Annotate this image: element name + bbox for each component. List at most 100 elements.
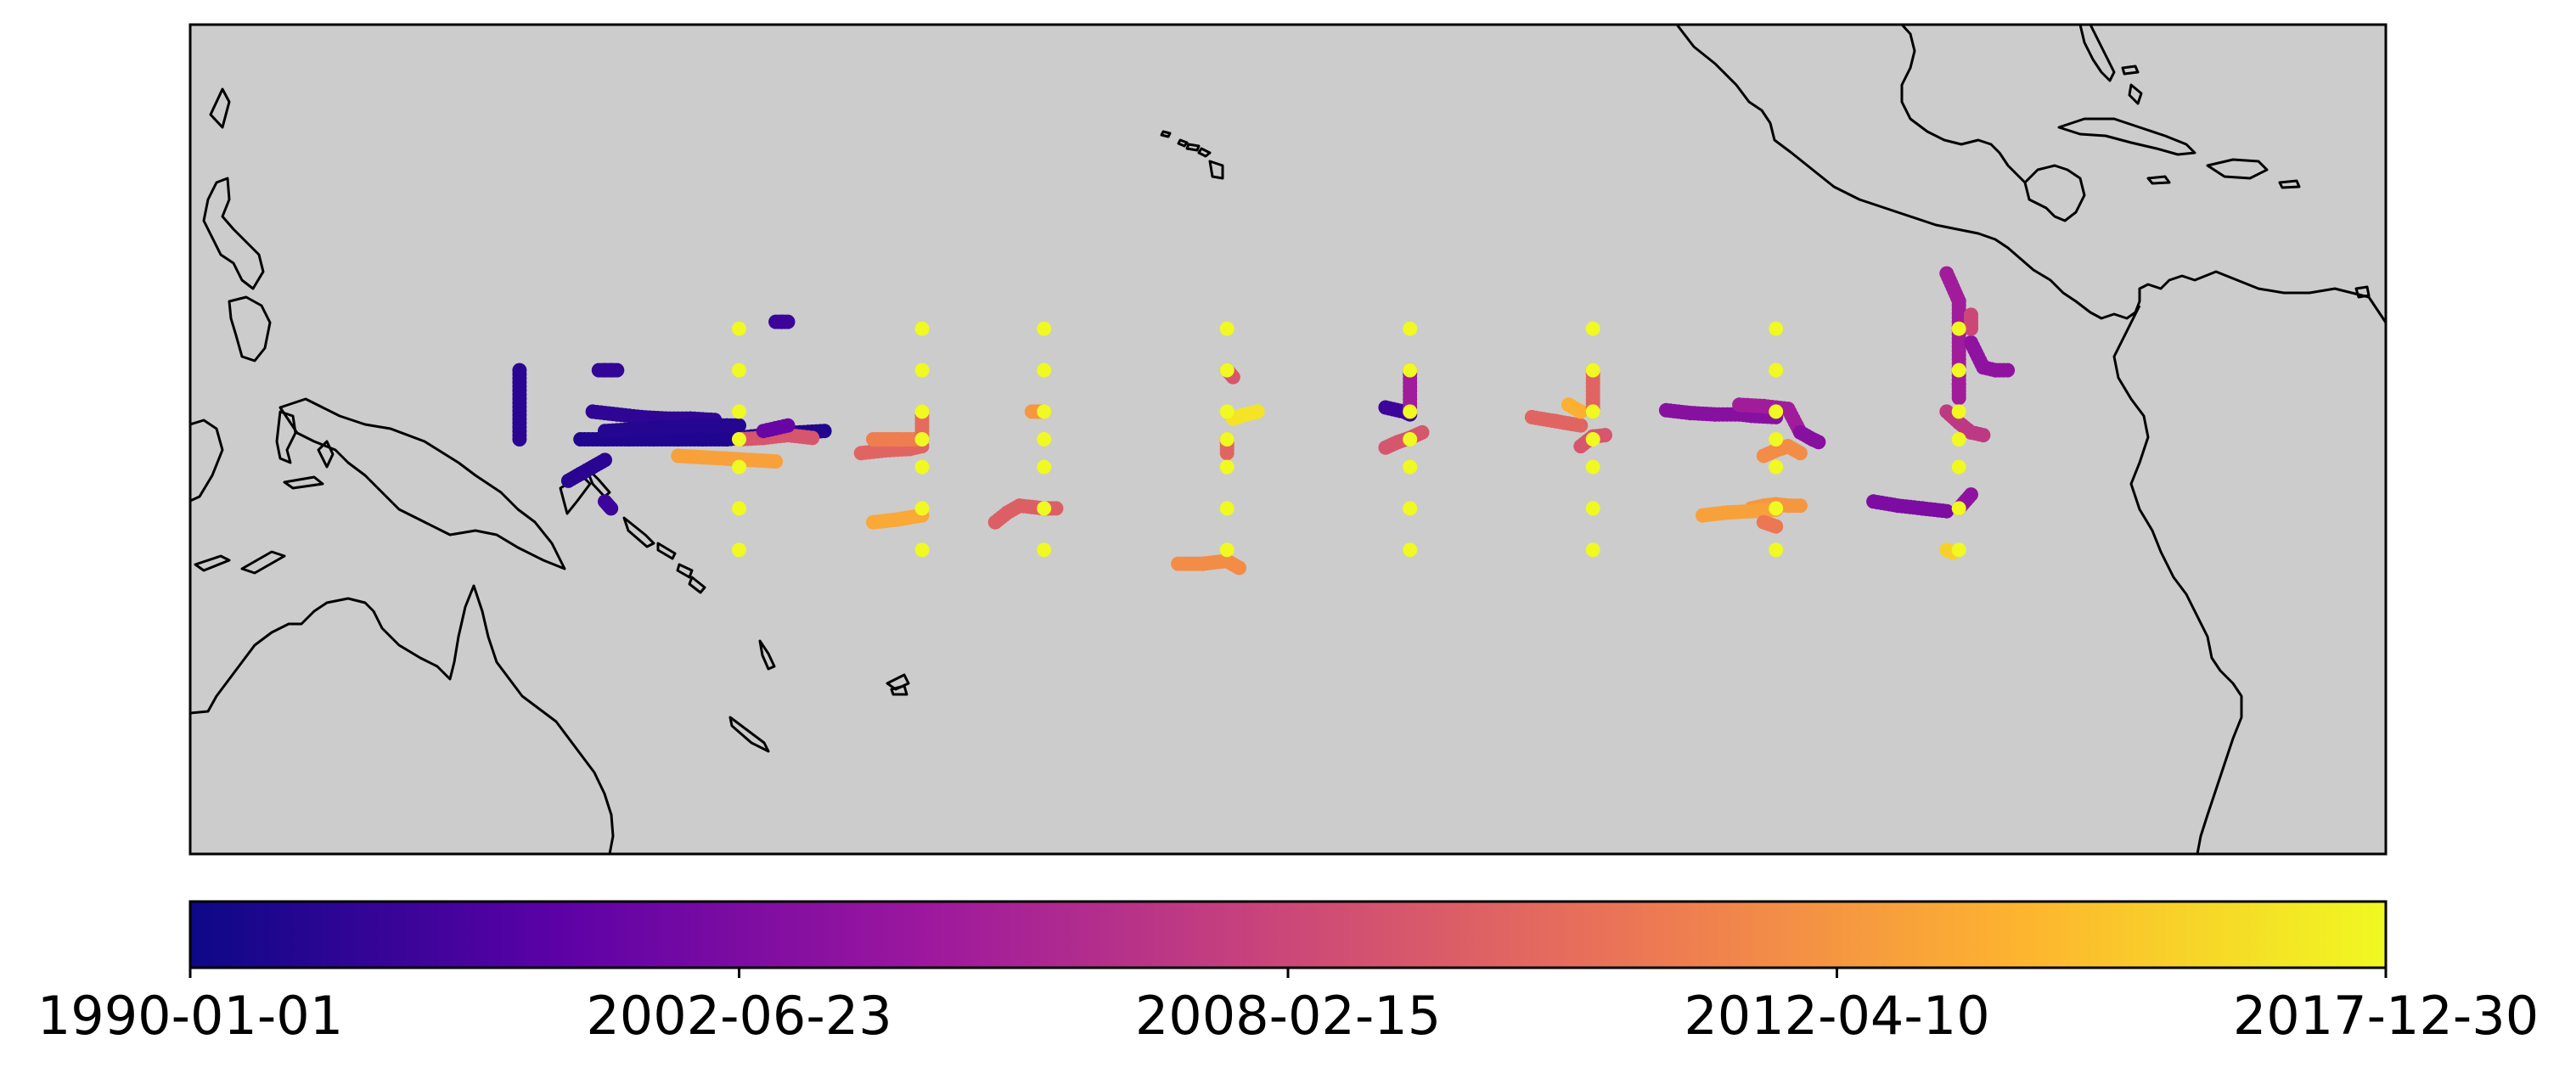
map-panel bbox=[188, 23, 2388, 856]
mooring-point bbox=[1769, 542, 1784, 558]
mooring-point bbox=[1585, 501, 1600, 516]
mooring-point bbox=[914, 362, 930, 378]
colorbar-ticks bbox=[188, 968, 2388, 978]
coast-hawaii-1 bbox=[1160, 130, 1172, 138]
coast-yucatan bbox=[2023, 164, 2086, 222]
track-point bbox=[1415, 424, 1430, 440]
mooring-point bbox=[732, 432, 746, 447]
track-point bbox=[1976, 428, 1991, 443]
coast-seram bbox=[283, 475, 324, 490]
mooring-point bbox=[1403, 501, 1418, 516]
track-point bbox=[732, 418, 746, 433]
coast-puerto-rico bbox=[2278, 179, 2301, 189]
track-24 bbox=[1524, 409, 1589, 433]
track-6 bbox=[598, 494, 619, 516]
mooring-point bbox=[1951, 404, 1966, 419]
track-point bbox=[604, 501, 619, 516]
coast-halmahera bbox=[317, 440, 335, 469]
coast-new-guinea bbox=[278, 397, 566, 570]
mooring-point bbox=[1037, 459, 1052, 475]
track-point bbox=[610, 362, 625, 378]
mooring-point bbox=[1403, 459, 1418, 475]
track-36 bbox=[1964, 335, 2016, 378]
track-point bbox=[780, 314, 796, 329]
track-point bbox=[817, 424, 832, 439]
mooring-point bbox=[1585, 362, 1600, 378]
track-point bbox=[1250, 404, 1265, 419]
mooring-point bbox=[1219, 501, 1235, 516]
colorbar: 1990-01-01 2002-06-23 2008-02-15 2012-04… bbox=[37, 900, 2539, 1047]
coast-solomons-1 bbox=[622, 516, 655, 548]
track-point bbox=[1964, 487, 1978, 503]
track-10 bbox=[756, 418, 796, 439]
track-point bbox=[1232, 560, 1246, 576]
mooring-point bbox=[1585, 432, 1600, 447]
mooring-point bbox=[1219, 432, 1235, 447]
mooring-point bbox=[1219, 321, 1235, 336]
mooring-point bbox=[732, 404, 746, 419]
track-point bbox=[1573, 418, 1589, 433]
mooring-point bbox=[1037, 404, 1052, 419]
coast-hawaii-4 bbox=[1197, 147, 1212, 158]
colorbar-tick-label-4: 2017-12-30 bbox=[2233, 985, 2539, 1047]
coast-australia-north bbox=[190, 584, 615, 854]
map-frame bbox=[188, 23, 2388, 856]
track-point bbox=[1939, 503, 1954, 519]
track-4 bbox=[598, 418, 746, 439]
mooring-point bbox=[1769, 459, 1784, 475]
coast-fiji-2 bbox=[890, 684, 908, 696]
mooring-point bbox=[1403, 404, 1418, 419]
mooring-point bbox=[1769, 321, 1784, 336]
mooring-point bbox=[1769, 362, 1784, 378]
ocean-background bbox=[190, 25, 2386, 854]
mooring-point bbox=[1951, 362, 1966, 378]
mooring-point bbox=[1951, 432, 1966, 447]
coast-hawaii-3 bbox=[1185, 143, 1201, 152]
track-point bbox=[1951, 390, 1966, 406]
mooring-point bbox=[1219, 459, 1235, 475]
colorbar-tick-label-0: 1990-01-01 bbox=[37, 985, 343, 1047]
coast-mindanao bbox=[228, 295, 272, 362]
coast-cuba bbox=[2057, 117, 2196, 156]
coastlines bbox=[190, 25, 2386, 854]
mooring-point bbox=[914, 321, 930, 336]
coast-new-ireland bbox=[584, 465, 611, 498]
track-point bbox=[1769, 519, 1784, 534]
coast-north-america bbox=[1675, 25, 2386, 323]
track-7 bbox=[671, 448, 784, 469]
mooring-point bbox=[914, 404, 930, 419]
coast-south-america bbox=[2112, 305, 2243, 854]
mooring-point bbox=[1769, 501, 1784, 516]
mooring-point bbox=[1403, 321, 1418, 336]
mooring-point bbox=[1769, 432, 1784, 447]
mooring-point bbox=[1219, 362, 1235, 378]
mooring-point bbox=[914, 459, 930, 475]
track-point bbox=[1219, 446, 1235, 461]
mooring-point bbox=[1951, 542, 1966, 558]
coast-jamaica bbox=[2146, 175, 2171, 185]
coast-flores bbox=[194, 554, 231, 572]
mooring-point bbox=[1037, 542, 1052, 558]
mooring-point bbox=[1585, 404, 1600, 419]
track-point bbox=[512, 432, 527, 447]
mooring-point bbox=[1219, 404, 1235, 419]
track-0 bbox=[512, 362, 527, 447]
colorbar-tick-label-3: 2012-04-10 bbox=[1684, 985, 1989, 1047]
mooring-point bbox=[1585, 542, 1600, 558]
track-13 bbox=[866, 508, 930, 530]
track-38 bbox=[1866, 494, 1954, 519]
colorbar-tick-label-1: 2002-06-23 bbox=[586, 985, 891, 1047]
mooring-point bbox=[732, 501, 746, 516]
track-30 bbox=[1792, 424, 1826, 450]
mooring-point bbox=[1219, 542, 1235, 558]
mooring-point bbox=[1037, 501, 1052, 516]
track-point bbox=[2000, 362, 2016, 378]
mooring-point bbox=[1585, 459, 1600, 475]
coast-sulawesi bbox=[275, 410, 297, 464]
track-17 bbox=[1171, 553, 1246, 576]
track-point bbox=[805, 430, 820, 446]
mooring-point bbox=[732, 321, 746, 336]
track-point bbox=[1049, 501, 1064, 516]
mooring-point bbox=[1403, 542, 1418, 558]
